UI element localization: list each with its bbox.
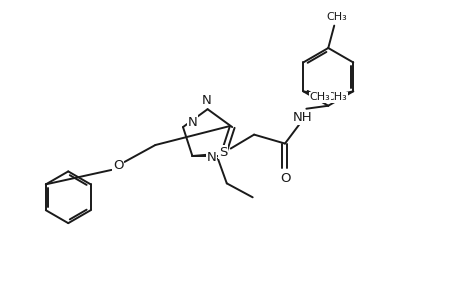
Text: N: N (207, 151, 216, 164)
Text: NH: NH (292, 111, 312, 124)
Text: N: N (202, 94, 211, 107)
Text: O: O (280, 172, 291, 185)
Text: CH₃: CH₃ (326, 12, 347, 22)
Text: N: N (188, 116, 197, 129)
Text: CH₃: CH₃ (309, 92, 330, 102)
Text: CH₃: CH₃ (325, 92, 346, 102)
Text: O: O (112, 159, 123, 172)
Text: S: S (218, 146, 227, 158)
